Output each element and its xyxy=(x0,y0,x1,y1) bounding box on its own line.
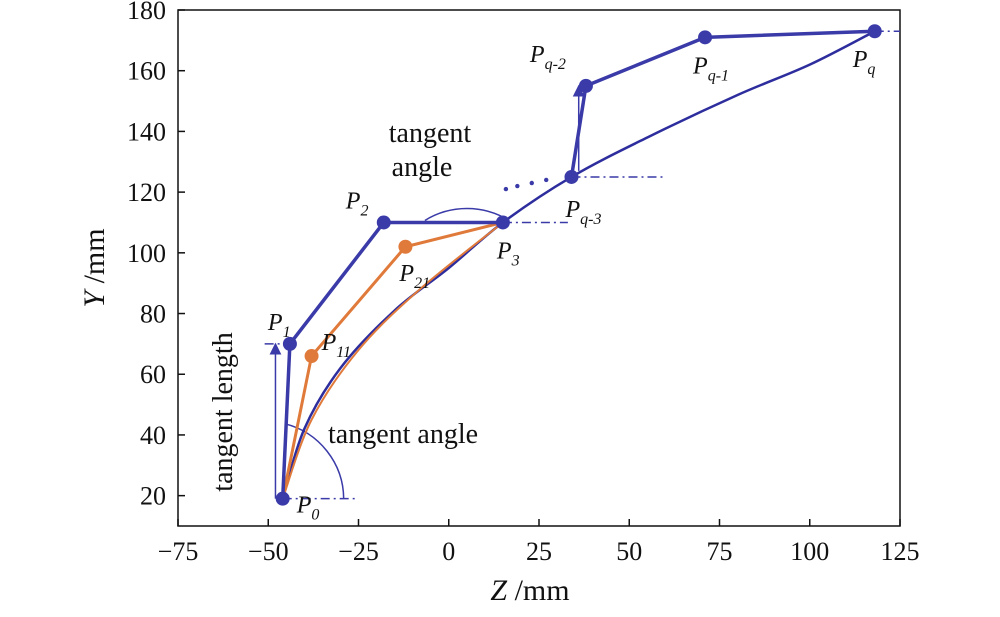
tangent-angle-top-label-1: tangent xyxy=(389,118,472,149)
control-polygon-series xyxy=(569,29,875,178)
point-label-name: P xyxy=(564,197,580,223)
point-marker-21 xyxy=(398,239,413,254)
tangent-angle-top-label-2: angle xyxy=(392,152,453,183)
point-label-sub: 3 xyxy=(511,252,520,269)
point-label-sub: q xyxy=(867,61,875,78)
y-tick-label: 80 xyxy=(140,300,166,329)
point-label-sub: 1 xyxy=(283,324,291,341)
point-label-name: P xyxy=(496,238,512,264)
x-tick-label: −75 xyxy=(158,537,199,566)
axis-ticks: −75 −50 −25 0 25 50 75 100 125204060801001201401… xyxy=(127,0,920,566)
control-polygon-series xyxy=(280,220,503,499)
point-label-name: P xyxy=(267,310,283,336)
y-tick-label: 60 xyxy=(140,360,166,389)
point-label-3: P3 xyxy=(496,238,520,269)
continuation-dot xyxy=(529,180,534,186)
point-label-q: Pq xyxy=(852,47,876,78)
x-tick-label: 0 xyxy=(442,537,455,566)
point-label-name: P xyxy=(852,47,868,73)
x-tick-label: 125 xyxy=(881,537,920,566)
point-label-sub: 21 xyxy=(414,275,430,292)
point-marker-11 xyxy=(304,349,319,364)
point-label-sub: 0 xyxy=(311,507,319,524)
point-label-name: P xyxy=(692,53,708,79)
point-marker-2 xyxy=(376,215,391,230)
point-label-sub: 11 xyxy=(336,344,351,361)
point-label-q-2: Pq-2 xyxy=(529,42,566,73)
x-axis-label: Z /mm xyxy=(490,574,569,607)
y-tick-label: 100 xyxy=(127,239,166,268)
point-label-2: P2 xyxy=(345,188,369,219)
inner-curve-series xyxy=(281,221,504,500)
point-marker-q-2 xyxy=(578,78,593,93)
y-tick-label: 20 xyxy=(140,482,166,511)
tangent-angle-arc-top xyxy=(424,207,510,222)
x-tick-label: 50 xyxy=(616,537,642,566)
point-label-sub: q-3 xyxy=(580,211,601,228)
point-marker-3 xyxy=(495,215,510,230)
point-label-sub: q-2 xyxy=(545,56,566,73)
x-tick-label: 100 xyxy=(790,537,829,566)
point-label-name: P xyxy=(398,261,414,287)
point-marker-q xyxy=(867,24,882,39)
x-tick-label: 75 xyxy=(707,537,733,566)
point-marker-0 xyxy=(275,491,290,506)
point-label-21: P21 xyxy=(398,261,430,292)
y-tick-label: 160 xyxy=(127,57,166,86)
continuation-dot xyxy=(515,183,520,189)
point-label-sub: q-1 xyxy=(708,67,729,84)
marker-layer xyxy=(275,24,882,506)
point-label-q-1: Pq-1 xyxy=(692,53,729,84)
y-tick-label: 40 xyxy=(140,421,166,450)
inner-polygon-series xyxy=(281,221,504,499)
point-marker-1 xyxy=(282,336,297,351)
continuation-dot xyxy=(503,186,509,192)
y-tick-label: 120 xyxy=(127,178,166,207)
x-tick-label: −25 xyxy=(338,537,379,566)
point-marker-q-1 xyxy=(698,30,713,45)
point-label-name: P xyxy=(296,493,312,519)
y-axis-label: Y /mm xyxy=(78,228,111,307)
continuation-dot xyxy=(544,177,549,183)
point-label-11: P11 xyxy=(321,330,351,361)
y-tick-label: 140 xyxy=(127,117,166,146)
tangent-angle-bottom-label: tangent angle xyxy=(328,419,478,450)
point-label-0: P0 xyxy=(296,493,320,524)
point-label-name: P xyxy=(321,330,337,356)
x-tick-label: −50 xyxy=(248,537,289,566)
tangent-length-label: tangent length xyxy=(208,332,239,491)
point-marker-q-3 xyxy=(564,169,579,184)
x-tick-label: 25 xyxy=(526,537,552,566)
point-label-name: P xyxy=(529,42,545,68)
point-label-sub: 2 xyxy=(360,202,368,219)
y-tick-label: 180 xyxy=(127,0,166,25)
point-label-name: P xyxy=(345,188,361,214)
point-label-1: P1 xyxy=(267,310,291,341)
point-label-q-3: Pq-3 xyxy=(564,197,601,228)
